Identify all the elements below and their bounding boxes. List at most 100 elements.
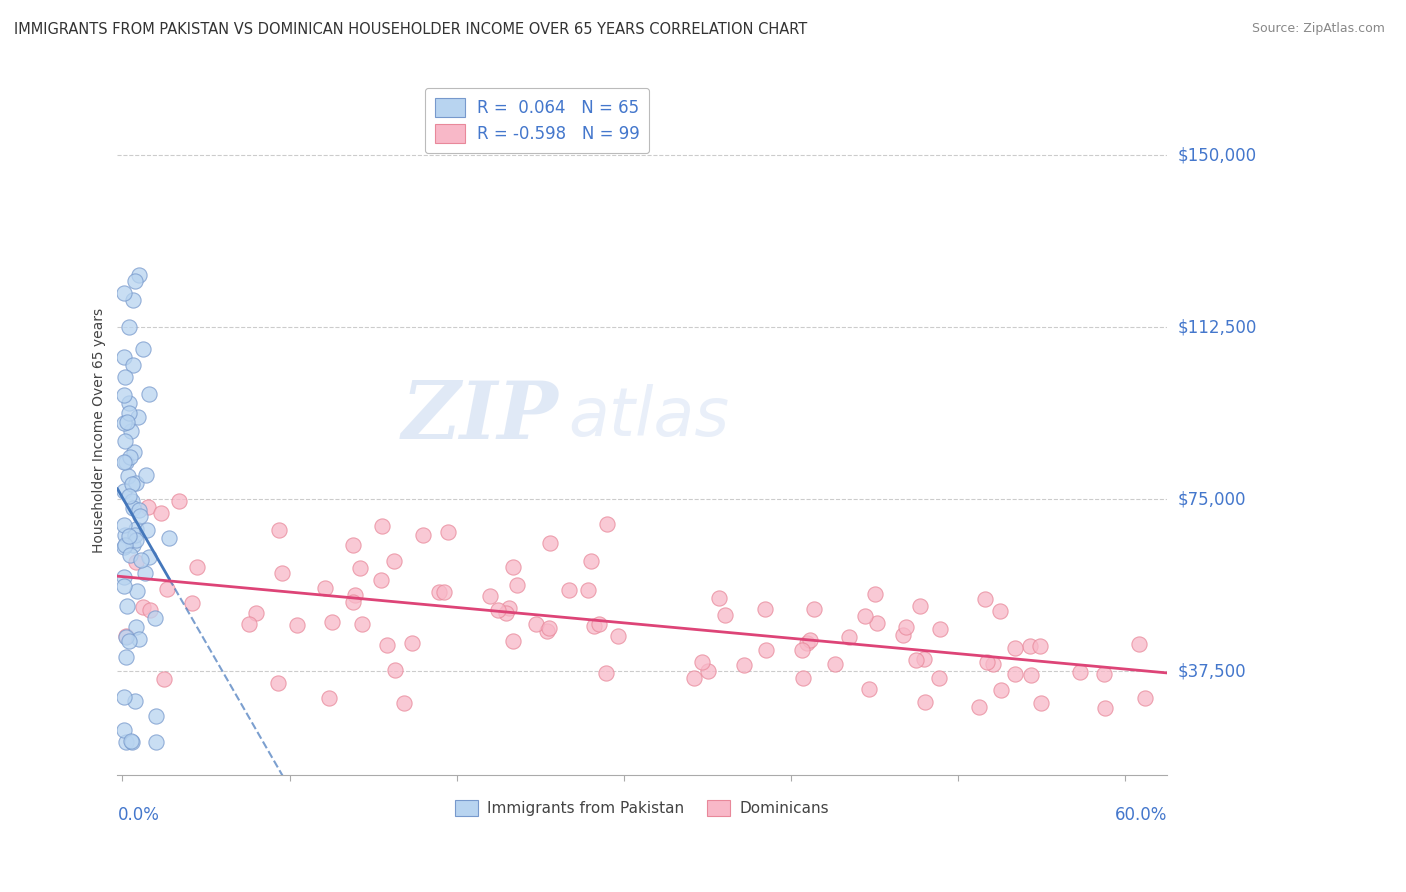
Point bbox=[115, 735, 138, 749]
Point bbox=[905, 653, 928, 667]
Point bbox=[863, 586, 886, 600]
Point bbox=[1135, 690, 1157, 705]
Text: atlas: atlas bbox=[569, 384, 730, 450]
Point bbox=[502, 633, 524, 648]
Text: 60.0%: 60.0% bbox=[1115, 805, 1167, 823]
Point bbox=[134, 566, 156, 581]
Point bbox=[1092, 666, 1115, 681]
Point bbox=[118, 489, 141, 503]
Point bbox=[117, 469, 139, 483]
Point bbox=[314, 581, 336, 595]
Point bbox=[156, 582, 179, 597]
Point bbox=[582, 619, 605, 633]
Point bbox=[122, 293, 145, 308]
Point bbox=[112, 579, 135, 593]
Point bbox=[132, 342, 155, 356]
Point bbox=[127, 409, 149, 424]
Point bbox=[138, 549, 160, 564]
Point bbox=[579, 554, 602, 568]
Point bbox=[115, 629, 138, 643]
Point bbox=[1019, 668, 1042, 682]
Point bbox=[112, 388, 135, 402]
Point bbox=[524, 617, 547, 632]
Point bbox=[690, 656, 713, 670]
Text: Source: ZipAtlas.com: Source: ZipAtlas.com bbox=[1251, 22, 1385, 36]
Point bbox=[755, 642, 778, 657]
Point bbox=[318, 691, 340, 706]
Point bbox=[967, 700, 990, 714]
Text: $112,500: $112,500 bbox=[1178, 318, 1257, 336]
Point bbox=[118, 396, 141, 410]
Point bbox=[853, 609, 876, 624]
Point bbox=[124, 528, 146, 542]
Point bbox=[495, 606, 517, 620]
Point bbox=[122, 445, 145, 459]
Point bbox=[112, 570, 135, 584]
Point bbox=[595, 665, 617, 680]
Text: IMMIGRANTS FROM PAKISTAN VS DOMINICAN HOUSEHOLDER INCOME OVER 65 YEARS CORRELATI: IMMIGRANTS FROM PAKISTAN VS DOMINICAN HO… bbox=[14, 22, 807, 37]
Point bbox=[114, 538, 136, 552]
Point bbox=[401, 635, 423, 649]
Point bbox=[114, 528, 136, 542]
Point bbox=[1004, 666, 1026, 681]
Point bbox=[267, 676, 290, 690]
Point bbox=[112, 540, 135, 554]
Point bbox=[486, 603, 509, 617]
Point bbox=[1029, 639, 1052, 653]
Point bbox=[124, 274, 146, 288]
Point bbox=[343, 588, 366, 602]
Point bbox=[891, 628, 914, 642]
Point bbox=[270, 566, 292, 580]
Point bbox=[370, 574, 392, 588]
Point bbox=[136, 500, 159, 514]
Point bbox=[683, 671, 706, 685]
Point bbox=[792, 671, 814, 685]
Legend: Immigrants from Pakistan, Dominicans: Immigrants from Pakistan, Dominicans bbox=[449, 794, 835, 822]
Point bbox=[124, 533, 146, 547]
Point bbox=[342, 538, 364, 552]
Point bbox=[153, 672, 176, 686]
Point bbox=[128, 632, 150, 646]
Point bbox=[858, 681, 880, 696]
Point bbox=[321, 615, 343, 629]
Point bbox=[392, 696, 415, 710]
Point bbox=[139, 602, 162, 616]
Point bbox=[245, 606, 267, 620]
Point bbox=[498, 600, 520, 615]
Point bbox=[382, 554, 405, 568]
Point bbox=[112, 350, 135, 364]
Point bbox=[128, 268, 150, 282]
Point bbox=[536, 624, 558, 638]
Point bbox=[112, 285, 135, 300]
Point bbox=[803, 602, 825, 616]
Text: ZIP: ZIP bbox=[401, 378, 558, 456]
Point bbox=[186, 560, 208, 574]
Point bbox=[990, 682, 1012, 697]
Point bbox=[436, 524, 458, 539]
Point bbox=[538, 536, 561, 550]
Point bbox=[976, 655, 998, 669]
Text: 0.0%: 0.0% bbox=[118, 805, 159, 823]
Point bbox=[908, 599, 931, 613]
Point bbox=[427, 585, 450, 599]
Point bbox=[983, 657, 1005, 672]
Point bbox=[135, 523, 157, 537]
Point bbox=[433, 585, 456, 599]
Point bbox=[120, 734, 142, 748]
Point bbox=[1069, 665, 1091, 679]
Point bbox=[1029, 697, 1052, 711]
Point bbox=[122, 538, 145, 552]
Point bbox=[138, 387, 160, 401]
Point bbox=[1128, 637, 1150, 651]
Point bbox=[125, 555, 148, 569]
Point bbox=[377, 638, 399, 652]
Point bbox=[118, 450, 141, 464]
Point bbox=[117, 599, 139, 613]
Point bbox=[912, 652, 935, 666]
Point bbox=[412, 528, 434, 542]
Point bbox=[125, 620, 148, 634]
Point bbox=[595, 516, 617, 531]
Point bbox=[350, 616, 373, 631]
Point bbox=[928, 622, 950, 636]
Point bbox=[928, 671, 950, 685]
